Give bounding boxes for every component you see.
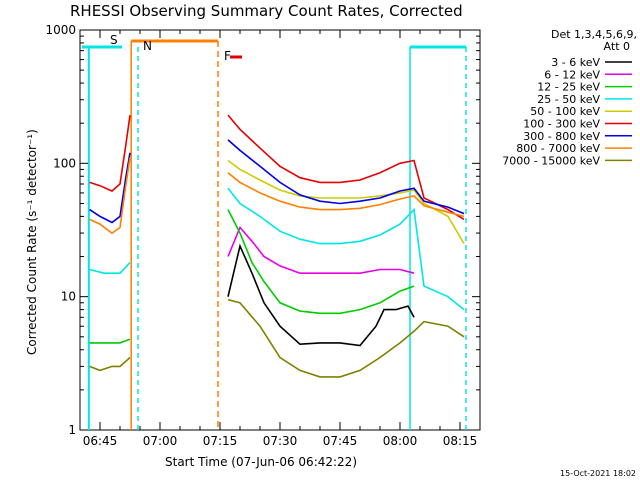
series-line-3-0 — [89, 262, 131, 275]
x-tick-label-0: 06:45 — [83, 434, 118, 448]
x-tick-label-1: 07:00 — [143, 434, 178, 448]
x-tick-label-6: 08:15 — [443, 434, 478, 448]
series-line-5-1 — [227, 114, 465, 221]
y-axis: 1 10 100 1000 — [45, 23, 480, 437]
timestamp: 15-Oct-2021 18:02 — [560, 469, 636, 478]
series-line-3-1 — [227, 187, 465, 311]
annotation-n: N — [143, 39, 152, 53]
x-axis-label: Start Time (07-Jun-06 06:42:22) — [165, 455, 357, 469]
x-tick-label-5: 08:00 — [383, 434, 418, 448]
series-line-8-1 — [227, 298, 465, 378]
legend-header-1: Det 1,3,4,5,6,9, — [551, 28, 637, 41]
legend-label-2: 12 - 25 keV — [537, 81, 600, 94]
x-tick-label-2: 07:15 — [203, 434, 238, 448]
legend-label-3: 25 - 50 keV — [537, 93, 600, 106]
legend-header-2: Att 0 — [604, 40, 630, 53]
plot-frame — [79, 29, 481, 431]
series-line-7-0 — [89, 157, 131, 235]
y-tick-label-3: 1000 — [45, 23, 76, 37]
y-tick-label-0: 1 — [68, 423, 76, 437]
legend-label-5: 100 - 300 keV — [523, 118, 600, 131]
legend-label-7: 800 - 7000 keV — [516, 142, 600, 155]
series-line-4-0 — [227, 159, 465, 245]
x-axis: 06:45 07:00 07:15 07:30 07:45 08:00 08:15 — [79, 30, 481, 448]
series-line-2-0 — [89, 338, 131, 344]
series-line-2-1 — [227, 209, 415, 315]
y-axis-label: Corrected Count Rate (s⁻¹ detector⁻¹) — [25, 129, 39, 355]
legend-label-4: 50 - 100 keV — [530, 105, 600, 118]
series-line-6-0 — [89, 152, 131, 224]
series-line-0-0 — [227, 243, 415, 347]
chart-title: RHESSI Observing Summary Count Rates, Co… — [70, 2, 463, 20]
y-tick-label-2: 100 — [53, 156, 76, 170]
state-overlays — [82, 39, 467, 430]
x-tick-label-3: 07:30 — [263, 434, 298, 448]
x-tick-label-4: 07:45 — [323, 434, 358, 448]
series-line-6-1 — [227, 139, 465, 215]
series-line-1-0 — [227, 225, 415, 275]
legend-label-8: 7000 - 15000 keV — [502, 154, 600, 167]
legend-label-6: 300 - 800 keV — [523, 130, 600, 143]
legend-label-1: 6 - 12 keV — [544, 68, 600, 81]
series-line-5-0 — [89, 114, 131, 192]
series-line-8-0 — [89, 356, 131, 372]
series-group — [89, 114, 465, 378]
y-tick-label-1: 10 — [61, 290, 76, 304]
legend-label-0: 3 - 6 keV — [551, 56, 600, 69]
annotation-s: S — [110, 33, 118, 47]
annotation-f: F — [224, 49, 231, 63]
series-line-7-1 — [227, 172, 465, 218]
